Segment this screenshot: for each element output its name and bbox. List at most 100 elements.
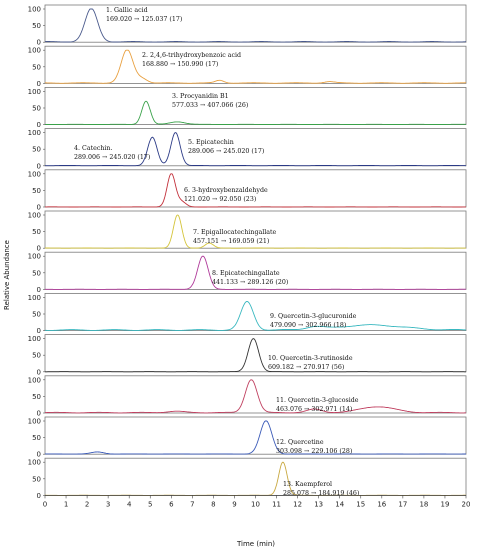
panel-8: 0 50 100 8. Epicatechingallate 441.133 → 289…: [28, 251, 467, 294]
panel-frame: [44, 87, 467, 126]
y-tick-label: 0: [37, 80, 41, 88]
transition-label-12: 303.098 → 229.106 (28): [276, 448, 352, 455]
series-line-3: [45, 100, 466, 125]
transition-label-7: 457.151 → 169.059 (21): [193, 238, 269, 245]
y-tick-label: 0: [37, 451, 41, 459]
y-tick-label: 50: [32, 393, 41, 401]
transition-label-11: 463.076 → 302.971 (14): [276, 406, 352, 413]
compound-label-3: 3. Procyanidin B1: [172, 93, 229, 100]
x-tick-label: 19: [440, 500, 449, 508]
x-tick-label: 18: [419, 500, 428, 508]
x-tick-label: 6: [169, 500, 174, 508]
y-tick-label: 0: [37, 368, 41, 376]
transition-label-8: 441.133 → 289.126 (20): [212, 279, 288, 286]
y-tick-label: 0: [37, 410, 41, 418]
compound-label-9: 9. Quercetin-3-glucuronide: [270, 313, 357, 320]
compound-label-10: 10. Quercetin-3-rutinoside: [268, 355, 353, 362]
panel-2: 0 50 100 2. 2,4,6-trihydroxybenzoic acid 168…: [28, 45, 467, 88]
y-tick-label: 0: [37, 162, 41, 170]
series-line-10: [45, 338, 466, 373]
panel-frame: [44, 416, 467, 455]
compound-label-13: 13. Kaempferol: [283, 481, 332, 488]
transition-label-2: 168.880 → 150.990 (17): [142, 61, 218, 68]
panel-frame: [44, 334, 467, 373]
transition-label-6: 121.020 → 92.050 (23): [184, 196, 256, 203]
series-line-4: [45, 132, 466, 167]
x-axis: 0 1 2 3 4 5 6 7 8 9 10 11 12 13 14 15 16 17 18 19 20: [43, 494, 471, 508]
x-tick-label: 9: [232, 500, 236, 508]
y-tick-label: 100: [28, 418, 41, 426]
transition-label-3: 577.033 → 407.066 (26): [172, 102, 248, 109]
transition-label-13: 285.078 → 184.919 (46): [283, 490, 359, 497]
panel-6: 0 50 100 6. 3-hydroxybenzaldehyde 121.020 → …: [28, 169, 467, 212]
compound-label-5: 5. Epicatechin: [188, 139, 234, 146]
series-line-1: [45, 8, 466, 43]
panel-12: 0 50 100 12. Quercetine 303.098 → 229.106 (2…: [28, 416, 467, 459]
x-tick-label: 20: [462, 500, 471, 508]
x-tick-label: 3: [106, 500, 110, 508]
series-line-11: [45, 379, 466, 414]
y-tick-label: 100: [28, 170, 41, 178]
panel-9: 0 50 100 9. Quercetin-3-glucuronide 479.090 …: [28, 292, 467, 335]
compound-label-4: 4. Catechin.: [74, 145, 113, 152]
y-tick-label: 50: [32, 475, 41, 483]
compound-label-11: 11. Quercetin-3-glucoside: [276, 397, 359, 404]
x-tick-label: 10: [251, 500, 260, 508]
series-line-12: [45, 420, 466, 455]
series-line-6: [45, 173, 466, 208]
compound-label-2: 2. 2,4,6-trihydroxybenzoic acid: [142, 52, 241, 59]
x-tick-label: 16: [377, 500, 386, 508]
y-tick-label: 0: [37, 121, 41, 129]
compound-label-7: 7. Epigallocatechingallate: [193, 229, 277, 236]
panel-frame: [44, 375, 467, 414]
y-tick-label: 50: [32, 352, 41, 360]
series-line-7: [45, 214, 466, 249]
y-tick-label: 100: [28, 459, 41, 467]
panel-1: 0 50 100 1. Gallic acid 169.020 → 125.037 (1…: [28, 4, 467, 47]
panel-frame: [44, 4, 467, 43]
transition-label-10: 609.182 → 270.917 (56): [268, 364, 344, 371]
panel-10: 0 50 100 10. Quercetin-3-rutinoside 609.182 …: [28, 334, 467, 376]
y-tick-label: 50: [32, 269, 41, 277]
y-tick-label: 50: [32, 105, 41, 113]
y-tick-label: 50: [32, 187, 41, 195]
x-tick-label: 1: [64, 500, 68, 508]
x-tick-label: 15: [356, 500, 365, 508]
y-tick-label: 100: [28, 129, 41, 137]
y-tick-label: 50: [32, 146, 41, 154]
transition-label-1: 169.020 → 125.037 (17): [106, 16, 182, 23]
y-tick-label: 0: [37, 39, 41, 47]
y-tick-label: 0: [37, 327, 41, 335]
panel-4: 0 50 100 4. Catechin. 289.006 → 245.020 (17)…: [28, 128, 467, 170]
panel-frame: [44, 45, 467, 84]
panel-11: 0 50 100 11. Quercetin-3-glucoside 463.076 →…: [28, 375, 467, 418]
x-tick-label: 17: [398, 500, 407, 508]
x-tick-label: 4: [127, 500, 132, 508]
x-tick-label: 13: [314, 500, 323, 508]
x-tick-label: 2: [85, 500, 89, 508]
panel-frame: [44, 292, 467, 331]
compound-label-6: 6. 3-hydroxybenzaldehyde: [184, 187, 268, 194]
series-line-9: [45, 301, 466, 331]
panels-group: 0 50 100 1. Gallic acid 169.020 → 125.037 (1…: [28, 4, 467, 500]
y-tick-label: 0: [37, 245, 41, 253]
y-tick-label: 50: [32, 22, 41, 30]
series-line-13: [45, 461, 466, 496]
y-tick-label: 100: [28, 294, 41, 302]
y-tick-label: 100: [28, 376, 41, 384]
y-tick-label: 100: [28, 88, 41, 96]
y-tick-label: 50: [32, 228, 41, 236]
transition-label-4: 289.006 → 245.020 (17): [74, 154, 150, 161]
panel-7: 0 50 100 7. Epigallocatechingallate 457.151 …: [28, 210, 467, 253]
y-tick-label: 100: [28, 47, 41, 55]
y-tick-label: 100: [28, 335, 41, 343]
y-tick-label: 100: [28, 6, 41, 14]
y-tick-label: 50: [32, 434, 41, 442]
y-tick-label: 50: [32, 63, 41, 71]
y-tick-label: 0: [37, 286, 41, 294]
x-tick-label: 12: [293, 500, 302, 508]
panel-frame: [44, 457, 467, 496]
transition-label-9: 479.090 → 302.966 (18): [270, 322, 346, 329]
x-axis-title: Time (min): [236, 540, 275, 548]
